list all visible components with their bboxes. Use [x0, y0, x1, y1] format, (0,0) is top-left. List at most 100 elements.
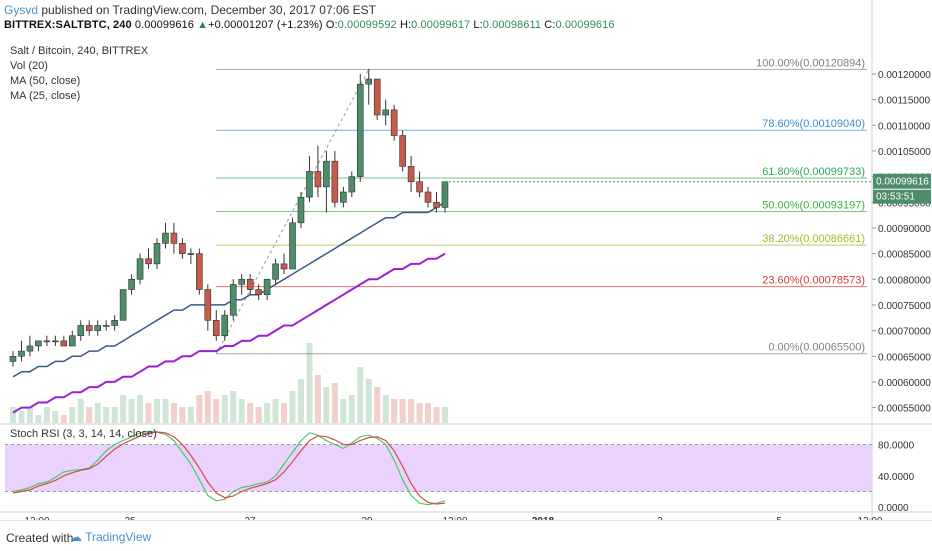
volume-bar	[162, 399, 169, 423]
fib-level-label: 78.60%(0.00109040)	[762, 118, 865, 130]
legend-volume[interactable]: Vol (20)	[10, 60, 48, 72]
price-tick-label: 0.00060000	[878, 378, 931, 389]
indicator-legend: Salt / Bitcoin, 240, BITTREX Vol (20) MA…	[10, 44, 148, 104]
time-tick-label: 12:00	[442, 516, 467, 520]
price-change: +0.00001207 (+1.23%)	[208, 19, 323, 31]
volume-bar	[433, 407, 440, 423]
candle-body	[179, 243, 186, 254]
volume-bar	[213, 399, 220, 423]
candle-body	[356, 83, 364, 177]
price-tick-label: 0.00090000	[878, 224, 931, 235]
price-tick-label: 0.00110000	[878, 121, 931, 132]
price-tick-label: 0.00055000	[878, 404, 931, 415]
candle-body	[111, 320, 118, 326]
candle-body	[26, 345, 34, 352]
rsi-band	[5, 444, 872, 492]
legend-ma25[interactable]: MA (25, close)	[10, 90, 81, 102]
candle-body	[43, 340, 51, 343]
time-tick-label: 5	[776, 516, 782, 520]
volume-bar	[348, 395, 355, 423]
volume-bar	[10, 407, 16, 423]
publish-text: published on TradingView.com, December 3…	[38, 3, 377, 17]
up-arrow-icon: ▲	[197, 19, 209, 31]
legend-title: Salt / Bitcoin, 240, BITTREX	[10, 45, 149, 57]
low-label: L:	[473, 19, 483, 31]
volume-bar	[69, 407, 76, 423]
candle-body	[246, 278, 254, 290]
candle-body	[85, 325, 93, 331]
ohlc-line: BITTREX:SALTBTC, 240 0.00099616 ▲+0.0000…	[4, 19, 615, 31]
volume-bar	[416, 403, 423, 423]
candle-body	[68, 335, 76, 347]
candle-body	[77, 325, 85, 337]
volume-bar	[238, 399, 245, 423]
fib-level-label: 61.80%(0.00099733)	[762, 166, 865, 178]
footer-bar: Created with ☁ TradingView	[0, 520, 932, 551]
candle-body	[255, 289, 262, 295]
candle-body	[424, 191, 432, 203]
candle-body	[238, 278, 245, 285]
candle-body	[331, 160, 339, 203]
cloud-icon: ☁	[70, 530, 86, 544]
candle-body	[128, 278, 135, 290]
candle-body	[119, 289, 127, 321]
price-tick-label: 0.00085000	[878, 250, 931, 261]
volume-bar	[187, 407, 194, 423]
candle-body	[145, 258, 152, 265]
last-price-tag	[873, 173, 931, 189]
candle-body	[18, 350, 25, 357]
author-name[interactable]: Gysvd	[4, 3, 39, 17]
price-tick-label: 0.00115000	[878, 96, 931, 107]
close-value: 0.00099616	[555, 19, 615, 31]
volume-bar	[399, 399, 406, 423]
rsi-tick-label: 80.0000	[878, 441, 915, 452]
volume-bar	[128, 399, 135, 423]
time-tick-label: 29	[361, 516, 373, 520]
ma50-line	[12, 252, 446, 414]
volume-bar	[179, 407, 186, 423]
candle-body	[60, 340, 68, 347]
countdown-tag	[873, 189, 931, 204]
candle-body	[441, 181, 449, 208]
candle-body	[365, 78, 373, 85]
candle-body	[314, 171, 322, 188]
candle-body	[272, 263, 279, 280]
candle-body	[348, 176, 356, 193]
candle-body	[52, 340, 59, 343]
time-tick-label: 2018	[532, 516, 555, 520]
last-price: 0.00099616	[134, 19, 194, 31]
candle-body	[187, 253, 195, 255]
volume-bar	[18, 411, 25, 423]
volume-bar	[221, 395, 228, 423]
candle-body	[204, 289, 212, 321]
tradingview-logo[interactable]: ☁ TradingView	[70, 530, 151, 544]
volume-bar	[60, 415, 67, 423]
rsi-tick-label: 0.0000	[878, 503, 909, 514]
candle-body	[416, 181, 423, 193]
volume-bar	[306, 343, 313, 423]
candle-body	[221, 314, 229, 337]
candle-body	[373, 78, 381, 116]
low-value: 0.00098611	[482, 19, 542, 31]
candle-body	[433, 201, 440, 208]
fib-level-label: 100.00%(0.00120894)	[756, 57, 865, 69]
volume-bar	[340, 399, 347, 423]
candle-body	[340, 191, 347, 203]
volume-bar	[357, 367, 364, 423]
price-tick-label: 0.00080000	[878, 275, 931, 286]
candle-body	[229, 284, 237, 316]
volume-bar	[145, 403, 152, 423]
candle-body	[263, 278, 271, 295]
volume-bar	[103, 407, 110, 423]
candle-body	[297, 196, 305, 224]
candle-body	[289, 222, 296, 270]
volume-bar	[289, 391, 296, 423]
stoch-rsi-label[interactable]: Stoch RSI (3, 3, 14, 14, close)	[10, 428, 157, 440]
candle-body	[94, 325, 101, 331]
candle-body	[196, 253, 203, 290]
volume-bar	[425, 403, 432, 423]
candle-body	[382, 109, 389, 116]
legend-ma50[interactable]: MA (50, close)	[10, 75, 81, 87]
chart-canvas[interactable]: 100.00%(0.00120894) 78.60%(0.00109040) 61.…	[0, 0, 932, 520]
volume-bar	[281, 403, 288, 423]
